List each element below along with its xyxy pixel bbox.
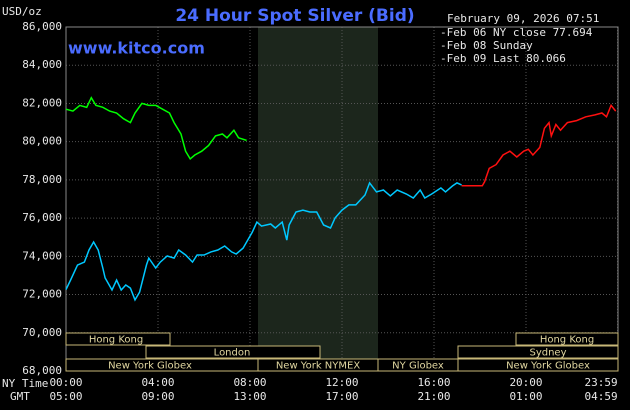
session-label: Hong Kong [540, 335, 594, 346]
session-label: Sydney [529, 348, 566, 359]
x2-tick-label: 04:59 [584, 390, 617, 403]
ny-time-label: NY Time [2, 377, 48, 390]
session-box [457, 358, 619, 372]
x2-tick-label: 01:00 [509, 390, 542, 403]
session-label: NY Globex [392, 361, 444, 372]
x-tick-label: 23:59 [584, 376, 617, 389]
x-tick-label: 12:00 [325, 376, 358, 389]
legend-entry: -Feb 06 NY close 77.694 [440, 26, 593, 39]
timestamp: February 09, 2026 07:51 [447, 12, 599, 25]
x-tick-label: 00:00 [49, 376, 82, 389]
x2-tick-label: 09:00 [141, 390, 174, 403]
y-tick-label: 76,000 [22, 211, 62, 224]
series-line [65, 181, 462, 302]
x-tick-label: 08:00 [233, 376, 266, 389]
session-label: London [214, 348, 251, 359]
session-label: New York NYMEX [276, 361, 361, 372]
x2-tick-label: 13:00 [233, 390, 266, 403]
legend-entry: -Feb 08 Sunday [440, 39, 533, 52]
y-tick-label: 86,000 [22, 20, 62, 33]
nymex-shade [258, 27, 378, 371]
x-tick-label: 16:00 [417, 376, 450, 389]
x-tick-label: 04:00 [141, 376, 174, 389]
x2-tick-label: 05:00 [49, 390, 82, 403]
y-tick-label: 74,000 [22, 249, 62, 262]
legend-entry: -Feb 09 Last 80.066 [440, 52, 566, 65]
session-box [515, 332, 619, 346]
session-label: New York Globex [108, 361, 192, 372]
chart-title: 24 Hour Spot Silver (Bid) [175, 6, 414, 26]
session-box [457, 345, 619, 359]
x-tick-label: 20:00 [509, 376, 542, 389]
y-tick-label: 80,000 [22, 135, 62, 148]
x2-tick-label: 21:00 [417, 390, 450, 403]
session-label: Hong Kong [89, 335, 143, 346]
y-tick-label: 68,000 [22, 364, 62, 377]
y-tick-label: 72,000 [22, 288, 62, 301]
y-tick-label: 78,000 [22, 173, 62, 186]
sessions: Hong Kong London New York Globex New Yor… [65, 332, 619, 372]
gmt-label: GMT [10, 390, 30, 403]
unit-label: USD/oz [2, 5, 42, 18]
session-label: New York Globex [506, 361, 590, 372]
site-label: www.kitco.com [68, 39, 205, 58]
session-box [145, 345, 321, 359]
y-tick-label: 70,000 [22, 326, 62, 339]
x2-tick-label: 17:00 [325, 390, 358, 403]
series-line [65, 96, 247, 161]
series-line [461, 103, 617, 187]
y-tick-label: 82,000 [22, 96, 62, 109]
y-tick-label: 84,000 [22, 58, 62, 71]
session-box [65, 332, 171, 346]
